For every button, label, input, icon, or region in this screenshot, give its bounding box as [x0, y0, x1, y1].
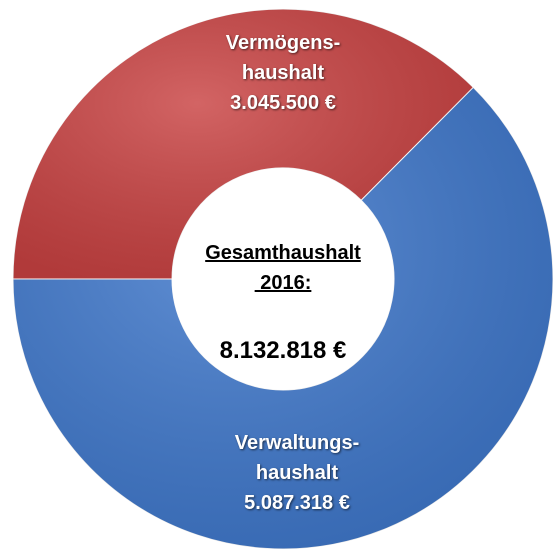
segment-label: Vermögens- haushalt 3.045.500 € — [153, 28, 413, 118]
value-label: 3.045.500 € — [230, 92, 336, 114]
segment-label: Verwaltungs- haushalt 5.087.318 € — [167, 428, 427, 518]
center-title: Gesamthaushalt 2016: — [205, 242, 361, 294]
category-name: Vermögens- haushalt — [225, 32, 341, 84]
value-label: 5.087.318 € — [244, 492, 350, 514]
center-value: 8.132.818 € — [219, 337, 347, 364]
category-name: Verwaltungs- haushalt — [234, 432, 360, 484]
